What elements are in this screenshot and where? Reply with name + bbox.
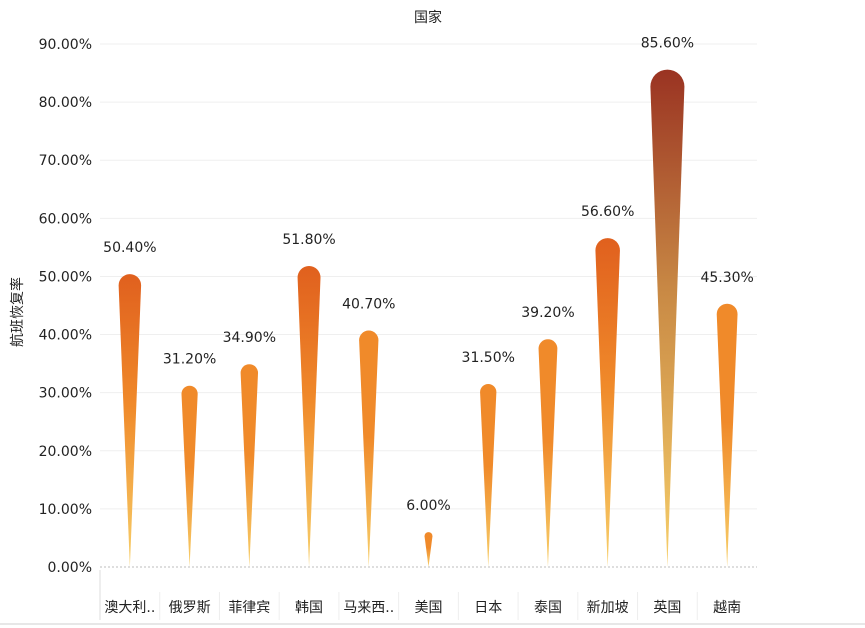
y-axis-label: 航班恢复率 [9,277,26,347]
bar [480,383,497,567]
data-labels: 50.40% 31.20% 34.90% 51.80% 40.70% 6.00% 31.50… [103,36,754,515]
data-label: 45.30% [700,270,753,286]
bar [359,330,379,567]
category-label: 日本 [474,600,502,616]
bar [424,532,433,567]
y-tick-label: 60.00% [39,211,92,227]
category-label: 美国 [415,600,443,616]
data-label: 85.60% [641,36,694,52]
y-tick-label: 70.00% [39,153,92,169]
bar [595,238,620,567]
category-label: 菲律宾 [228,600,270,616]
bars [118,69,738,568]
category-label: 马来西.. [343,600,394,616]
category-label: 英国 [653,599,681,616]
category-label: 泰国 [534,600,562,616]
grid-lines [0,43,865,625]
y-tick-label: 20.00% [39,444,92,460]
bar [240,364,259,567]
data-label: 6.00% [406,498,450,514]
y-axis-ticks: 0.00% 10.00% 20.00% 30.00% 40.00% 50.00% 60.00… [39,37,92,576]
bar [650,69,685,568]
x-axis-categories: 澳大利.. 俄罗斯 菲律宾 韩国 马来西.. 美国 日本 泰国 新加坡 英国 越南 [104,599,741,616]
y-tick-label: 80.00% [39,95,92,111]
y-tick-label: 10.00% [39,502,92,518]
category-label: 新加坡 [587,600,629,616]
y-tick-label: 90.00% [39,37,92,53]
data-label: 50.40% [103,240,156,256]
data-label: 31.20% [163,352,216,368]
category-label: 韩国 [295,600,323,616]
data-label: 31.50% [462,350,515,366]
bar [538,339,558,567]
chart-title: 国家 [414,9,442,26]
y-tick-label: 30.00% [39,386,92,402]
bar [716,303,738,567]
y-tick-label: 0.00% [48,560,92,576]
category-label: 俄罗斯 [169,600,211,616]
bar [181,385,198,567]
data-label: 34.90% [223,330,276,346]
data-label: 51.80% [282,232,335,248]
bar [118,274,142,567]
data-label: 56.60% [581,204,634,220]
category-label: 澳大利.. [104,600,155,616]
y-tick-label: 40.00% [39,328,92,344]
data-label: 39.20% [521,305,574,321]
bar [297,265,321,567]
category-label: 越南 [713,600,741,616]
data-label: 40.70% [342,296,395,312]
y-tick-label: 50.00% [39,269,92,285]
